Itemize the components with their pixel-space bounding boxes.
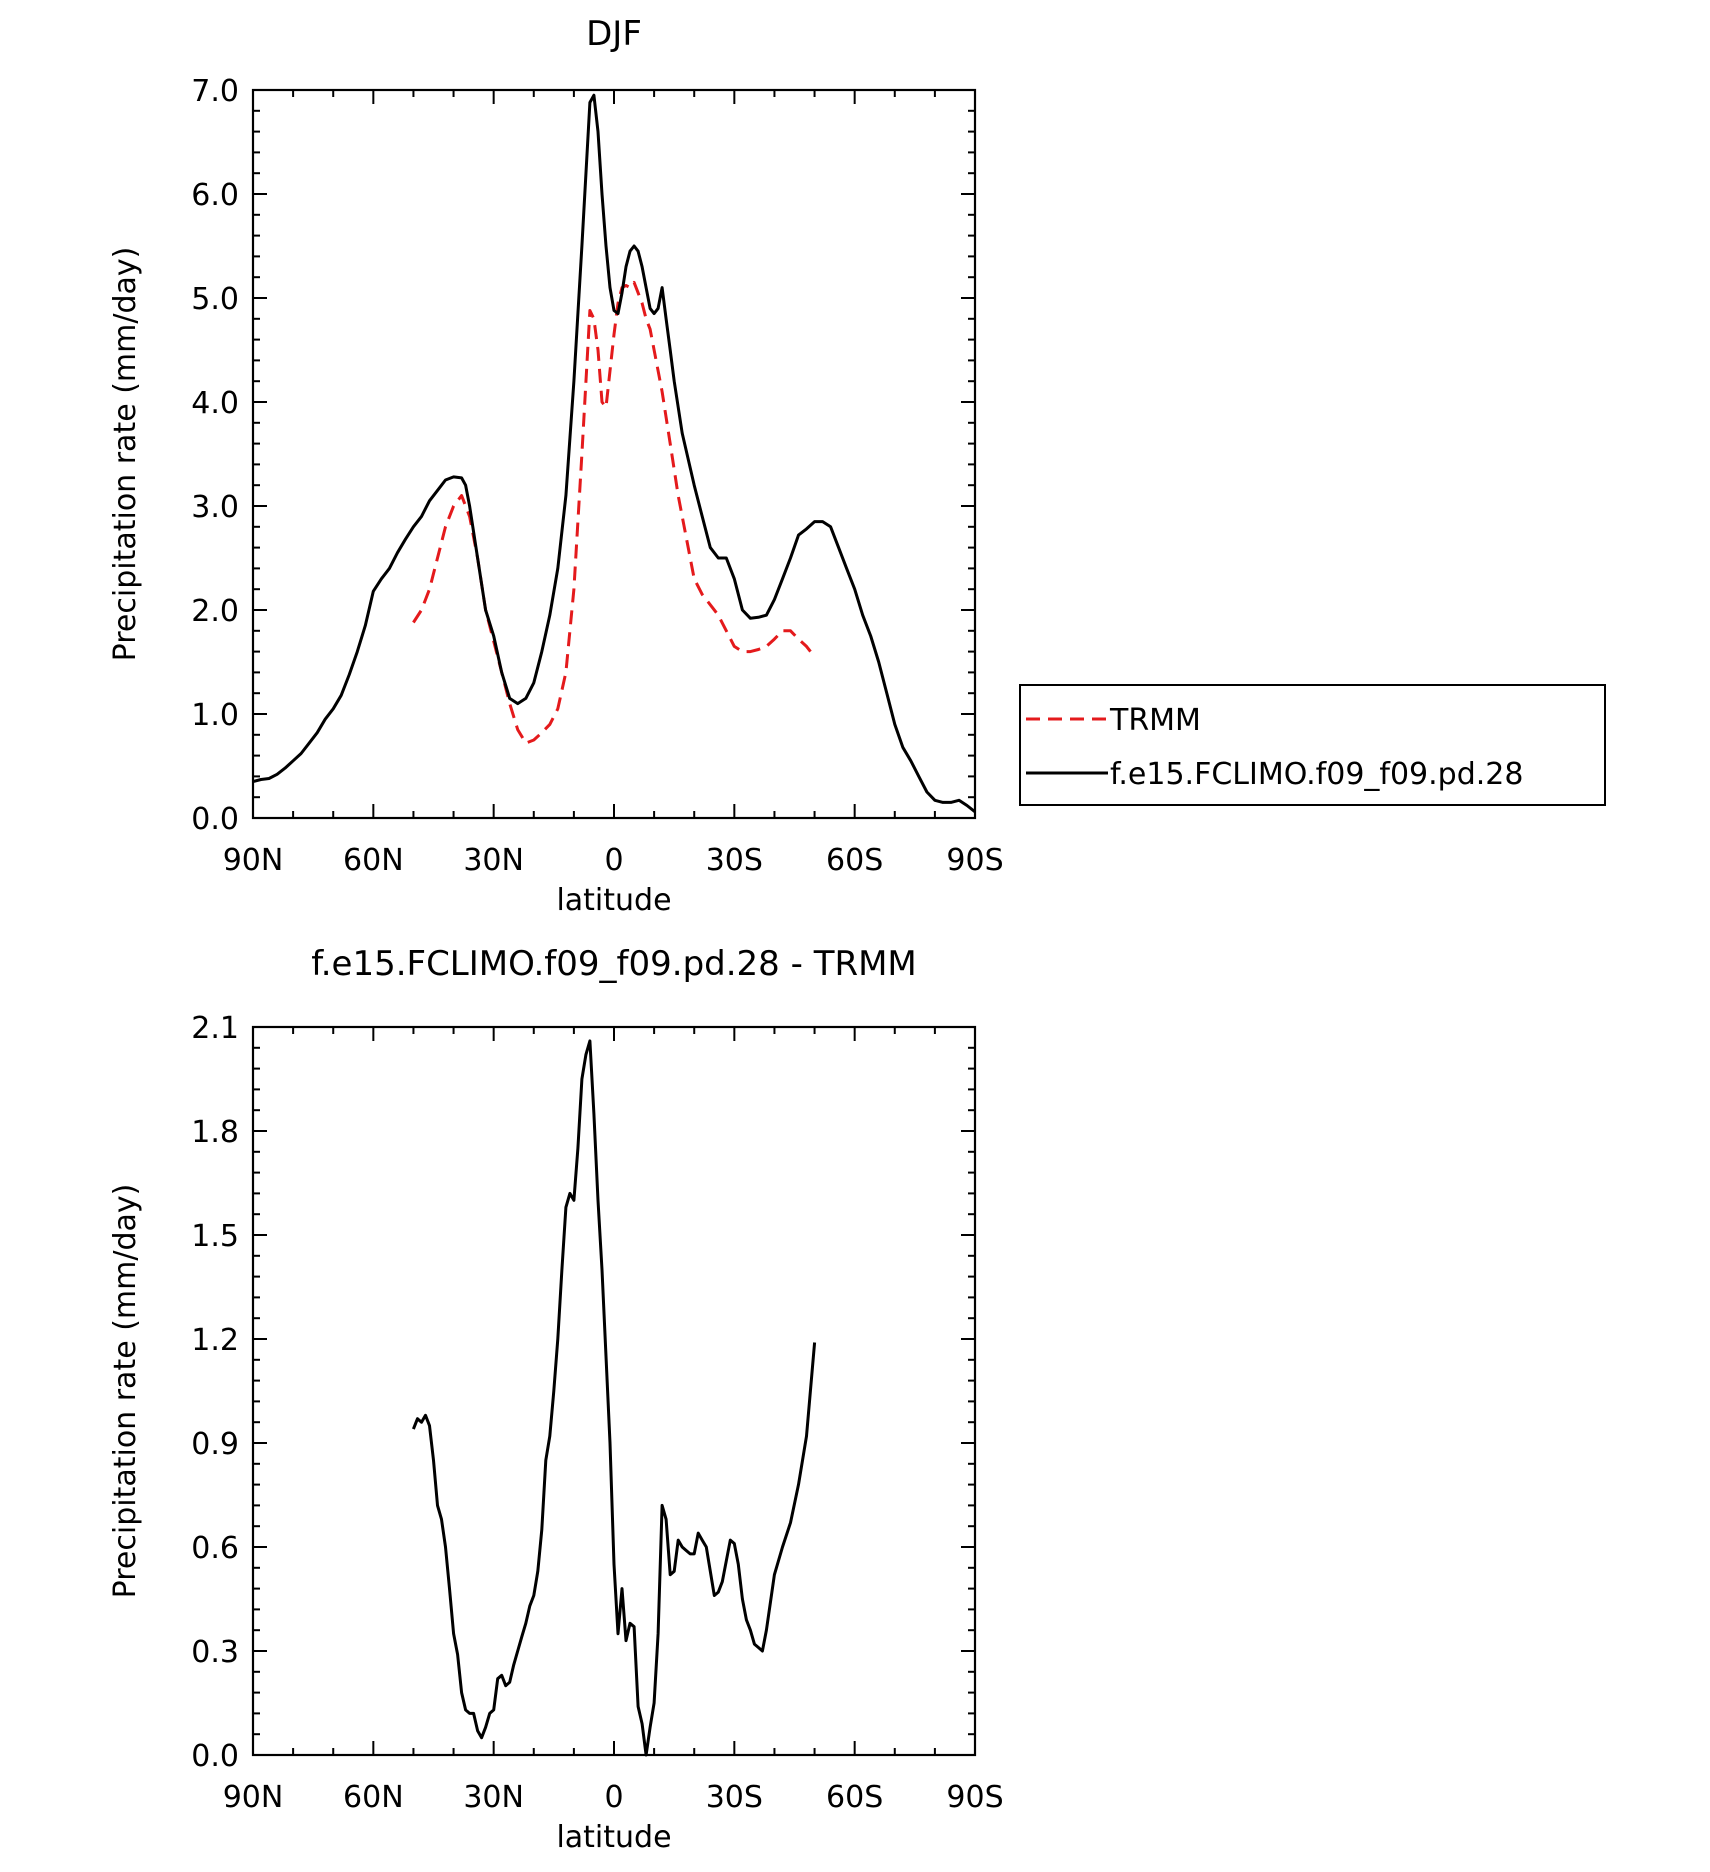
legend-label: TRMM	[1109, 703, 1201, 738]
y-tick-label: 3.0	[191, 490, 239, 525]
x-tick-label: 60N	[343, 843, 404, 878]
x-tick-label: 30S	[706, 1780, 763, 1815]
legend-box	[1019, 684, 1606, 806]
x-tick-label: 30N	[463, 843, 524, 878]
y-tick-label: 7.0	[191, 74, 239, 109]
y-tick-label: 0.6	[191, 1531, 239, 1566]
series-line-f-e15-fclimo-f09-f09-pd-28	[252, 93, 976, 813]
series-line-difference	[412, 1039, 817, 1757]
x-tick-label: 90S	[946, 843, 1003, 878]
x-axis-label: latitude	[556, 1820, 671, 1855]
y-tick-label: 4.0	[191, 386, 239, 421]
chart-panel-djf: DJF 90N 60N 30N 0 30S 60S 90S 0.0 1.0 2.0 3.0 4.0 5.0…	[108, 14, 1606, 918]
x-tick-label: 30N	[463, 1780, 524, 1815]
y-axis-label: Precipitation rate (mm/day)	[108, 247, 143, 662]
x-tick-label: 0	[604, 1780, 623, 1815]
x-tick-label: 60S	[826, 843, 883, 878]
y-tick-label: 0.9	[191, 1427, 239, 1462]
y-tick-label: 2.0	[191, 594, 239, 629]
y-tick-label: 2.1	[191, 1011, 239, 1046]
y-tick-label: 0.0	[191, 1739, 239, 1774]
chart-title: f.e15.FCLIMO.f09_f09.pd.28 - TRMM	[311, 944, 917, 984]
x-tick-label: 90S	[946, 1780, 1003, 1815]
plot-frame	[251, 1025, 977, 1757]
y-axis-label: Precipitation rate (mm/day)	[108, 1184, 143, 1599]
x-tick-label: 90N	[223, 1780, 284, 1815]
series-line-trmm	[412, 280, 816, 745]
plot-frame	[251, 88, 977, 820]
y-tick-label: 1.2	[191, 1323, 239, 1358]
x-tick-label: 0	[604, 843, 623, 878]
x-tick-label: 90N	[223, 843, 284, 878]
y-tick-label: 1.8	[191, 1115, 239, 1150]
y-tick-label: 0.3	[191, 1635, 239, 1670]
chart-title: DJF	[586, 14, 642, 54]
y-tick-label: 1.5	[191, 1219, 239, 1254]
x-axis-label: latitude	[556, 883, 671, 918]
x-tick-label: 30S	[706, 843, 763, 878]
chart-panel-difference: f.e15.FCLIMO.f09_f09.pd.28 - TRMM 90N 60N 3…	[108, 944, 1004, 1855]
x-tick-label: 60N	[343, 1780, 404, 1815]
y-tick-label: 0.0	[191, 802, 239, 837]
y-tick-label: 6.0	[191, 178, 239, 213]
y-tick-label: 1.0	[191, 698, 239, 733]
legend-label: f.e15.FCLIMO.f09_f09.pd.28	[1110, 757, 1523, 792]
x-tick-label: 60S	[826, 1780, 883, 1815]
y-tick-label: 5.0	[191, 282, 239, 317]
